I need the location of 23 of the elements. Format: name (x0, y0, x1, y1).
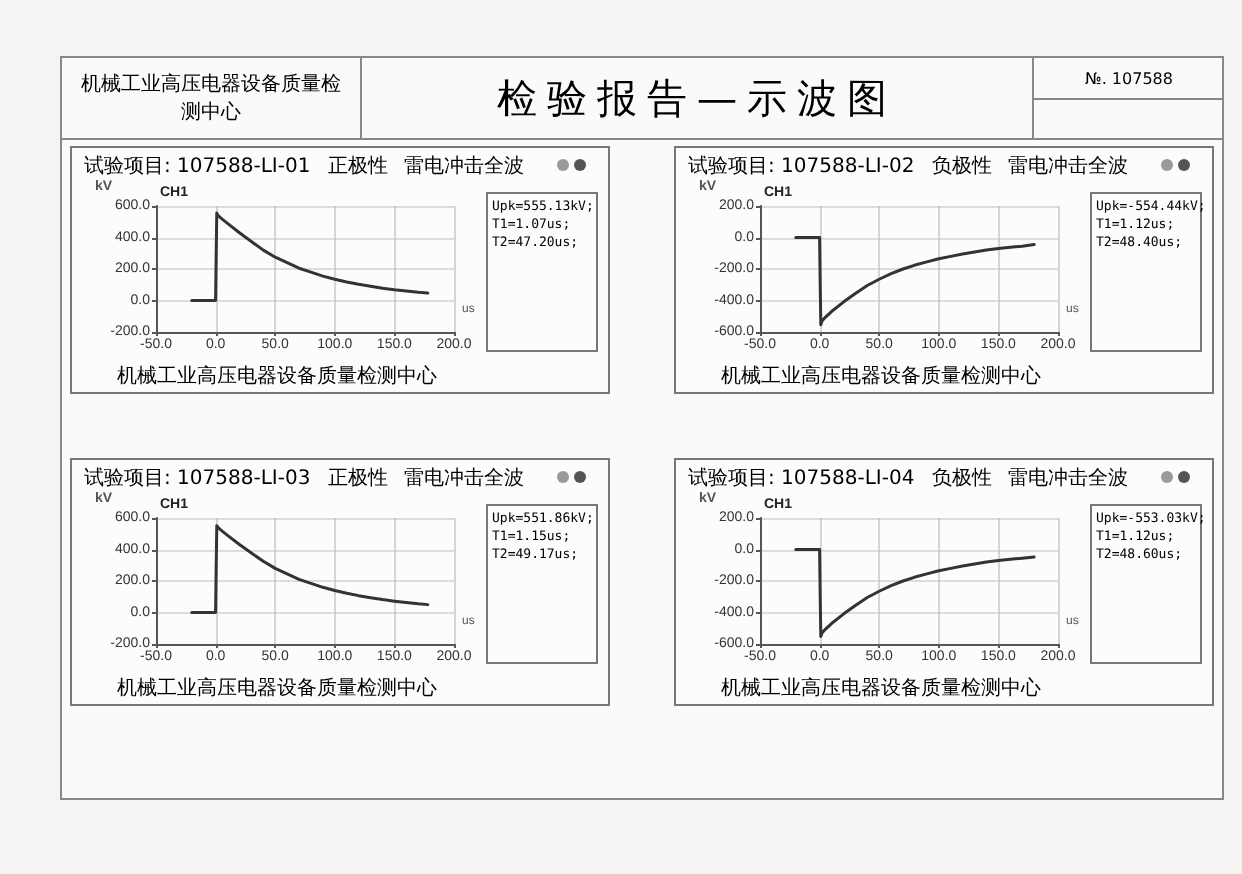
line-series (794, 548, 1036, 639)
text: 雷电冲击全波 (1008, 465, 1128, 492)
text: 正极性 (328, 153, 388, 180)
text: 雷电冲击全波 (404, 153, 524, 180)
chart-title: 试验项目: 107588-LI-01 (84, 153, 311, 180)
line-series (190, 211, 430, 302)
text: 机械工业高压电器设备质量检测中心 (115, 675, 439, 702)
text: 机械工业高压电器设备质量检测中心 (62, 58, 362, 138)
line-series (190, 524, 430, 614)
text: 机械工业高压电器设备质量检测中心 (115, 363, 439, 390)
text: 雷电冲击全波 (1008, 153, 1128, 180)
text: 机械工业高压电器设备质量检测中心 (719, 675, 1043, 702)
chart-title: 试验项目: 107588-LI-02 (688, 153, 915, 180)
text: 雷电冲击全波 (404, 465, 524, 492)
chart-title: 试验项目: 107588-LI-04 (688, 465, 915, 492)
text: 负极性 (932, 153, 992, 180)
text: 正极性 (328, 465, 388, 492)
text: 检验报告—示波图 (495, 71, 899, 125)
chart-title: 试验项目: 107588-LI-03 (84, 465, 311, 492)
text: 机械工业高压电器设备质量检测中心 (719, 363, 1043, 390)
text: 负极性 (932, 465, 992, 492)
line-series (794, 236, 1036, 327)
text: №. 107588 (1032, 58, 1224, 100)
